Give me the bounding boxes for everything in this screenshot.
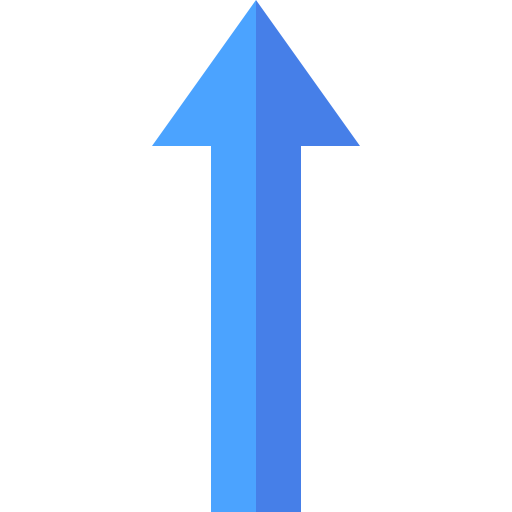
arrow-up-right-half — [256, 0, 360, 512]
arrow-up-left-half — [152, 0, 256, 512]
